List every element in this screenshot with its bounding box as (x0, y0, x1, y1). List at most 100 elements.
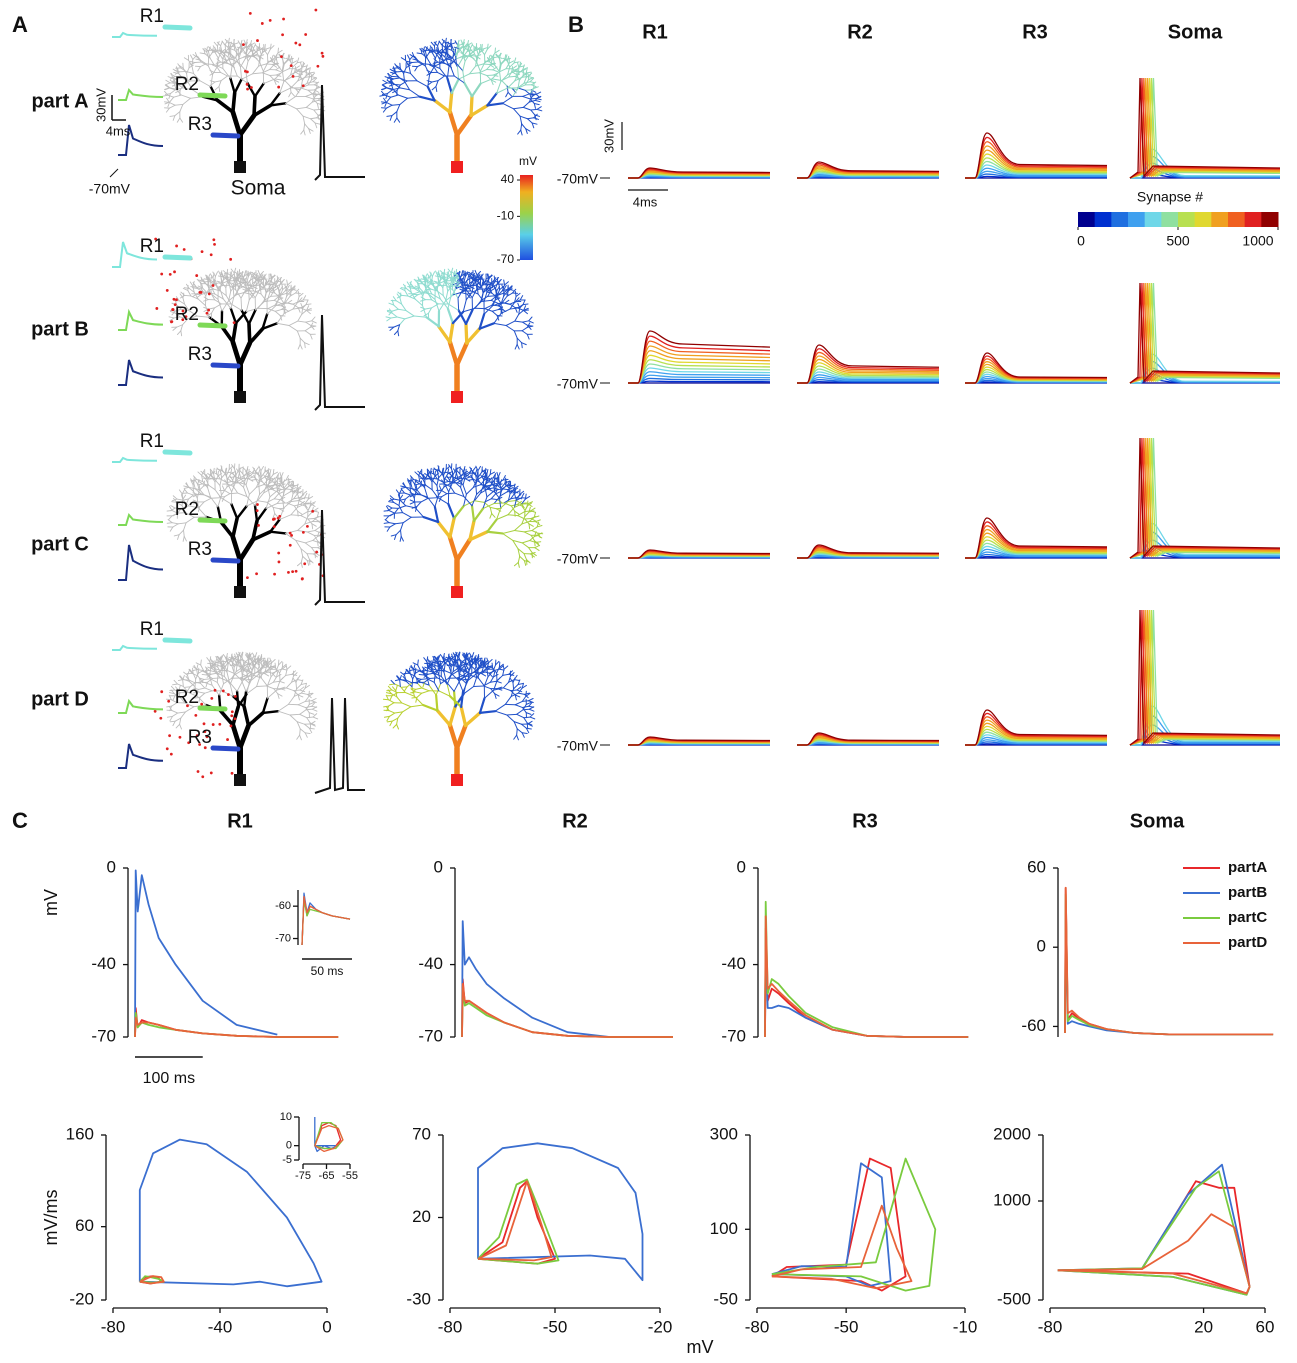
synapse-dot (256, 509, 259, 512)
synapse-dot (170, 320, 173, 323)
dendrite (268, 468, 269, 473)
y-tick-label: 70 (412, 1124, 431, 1143)
map-branch (509, 76, 515, 77)
y-tick-label: 0 (1037, 937, 1046, 956)
synapse-dot (231, 772, 234, 775)
map-branch (428, 498, 438, 499)
map-branch (468, 46, 469, 51)
column-title: R3 (1022, 21, 1048, 43)
y-tick-label: 60 (1027, 857, 1046, 876)
row-label: part B (31, 318, 89, 340)
column-title: R1 (642, 21, 668, 43)
synapse-dot (194, 714, 197, 717)
map-soma (451, 586, 463, 598)
synapse-dot (289, 532, 292, 535)
synapse-dot (167, 700, 170, 703)
map-branch (436, 695, 437, 710)
electrode (200, 708, 225, 709)
y-axis-label: mV (41, 889, 61, 916)
electrode (213, 365, 238, 366)
colorbar-tick-label: 0 (1077, 233, 1085, 249)
synapse-dot (269, 19, 272, 22)
colorbar-cell (1095, 212, 1112, 227)
synapse-dot (154, 710, 157, 713)
y-tick-label: 20 (412, 1207, 431, 1226)
dendrite (231, 482, 237, 483)
recording-label: R1 (140, 431, 164, 452)
soma (234, 774, 246, 786)
synapse-dot (229, 258, 232, 261)
recording-label: R2 (175, 74, 199, 95)
legend-label: partB (1228, 884, 1267, 901)
electrode (200, 95, 225, 96)
y-tick-label: -60 (275, 900, 291, 912)
x-axis-label: mV (687, 1337, 714, 1357)
synapse-dot (277, 517, 280, 520)
map-branch (384, 523, 389, 524)
colorbar-title: Synapse # (1137, 189, 1203, 205)
colorbar (520, 175, 533, 260)
colorbar-cell (1128, 212, 1145, 227)
colorbar-cell (1211, 212, 1228, 227)
synapse-dot (183, 248, 186, 251)
colorbar-cell (1161, 212, 1178, 227)
synapse-dot (233, 321, 236, 324)
map-branch (387, 721, 392, 722)
map-branch (524, 717, 530, 718)
recording-label: R2 (175, 304, 199, 325)
synapse-dot (315, 551, 318, 554)
x-tick-label: -55 (342, 1170, 358, 1182)
map-branch (522, 701, 528, 702)
y-tick-label: -70 (275, 932, 291, 944)
map-branch (447, 493, 455, 494)
recording-label: R2 (175, 499, 199, 520)
dendrite (226, 59, 232, 60)
y-tick-label: -40 (418, 954, 443, 973)
dendrite (241, 298, 242, 310)
map-branch (466, 290, 467, 300)
synapse-dot (291, 570, 294, 573)
synapse-dot (173, 298, 176, 301)
dendrite (297, 489, 298, 494)
dendrite (251, 46, 252, 51)
synapse-dot (261, 22, 264, 25)
dendrite (216, 469, 217, 474)
dendrite (215, 664, 216, 669)
colorbar-tick-label: -10 (497, 209, 515, 223)
dendrite (307, 717, 313, 718)
synapse-dot (230, 724, 233, 727)
recording-label: R2 (175, 687, 199, 708)
dendrite (306, 709, 312, 710)
synapse-dot (273, 573, 276, 576)
x-tick-label: 20 (1194, 1317, 1213, 1336)
synapse-dot (195, 274, 198, 277)
rest-label: -70mV (557, 171, 599, 187)
synapse-dot (292, 75, 295, 78)
synapse-dot (197, 770, 200, 773)
synapse-dot (256, 503, 259, 506)
synapse-dot (227, 693, 230, 696)
recording-label: R3 (188, 344, 212, 365)
electrode (200, 520, 225, 521)
synapse-dot (311, 510, 314, 513)
map-branch (434, 46, 435, 52)
y-axis-label: mV/ms (41, 1190, 61, 1246)
synapse-dot (289, 544, 292, 547)
map-branch (464, 271, 465, 276)
dendrite (185, 295, 191, 296)
map-branch (421, 679, 427, 680)
dendrite (247, 271, 248, 276)
soma (234, 586, 246, 598)
synapse-dot (214, 689, 217, 692)
map-branch (401, 530, 402, 536)
x-tick-label: -80 (1038, 1317, 1063, 1336)
panel-label: A (12, 12, 28, 37)
y-tick-label: -70 (91, 1026, 116, 1045)
recording-label: R1 (140, 236, 164, 257)
electrode (213, 748, 238, 749)
electrode (165, 640, 190, 641)
x-tick-label: -40 (208, 1317, 233, 1336)
y-tick-label: 0 (107, 857, 116, 876)
